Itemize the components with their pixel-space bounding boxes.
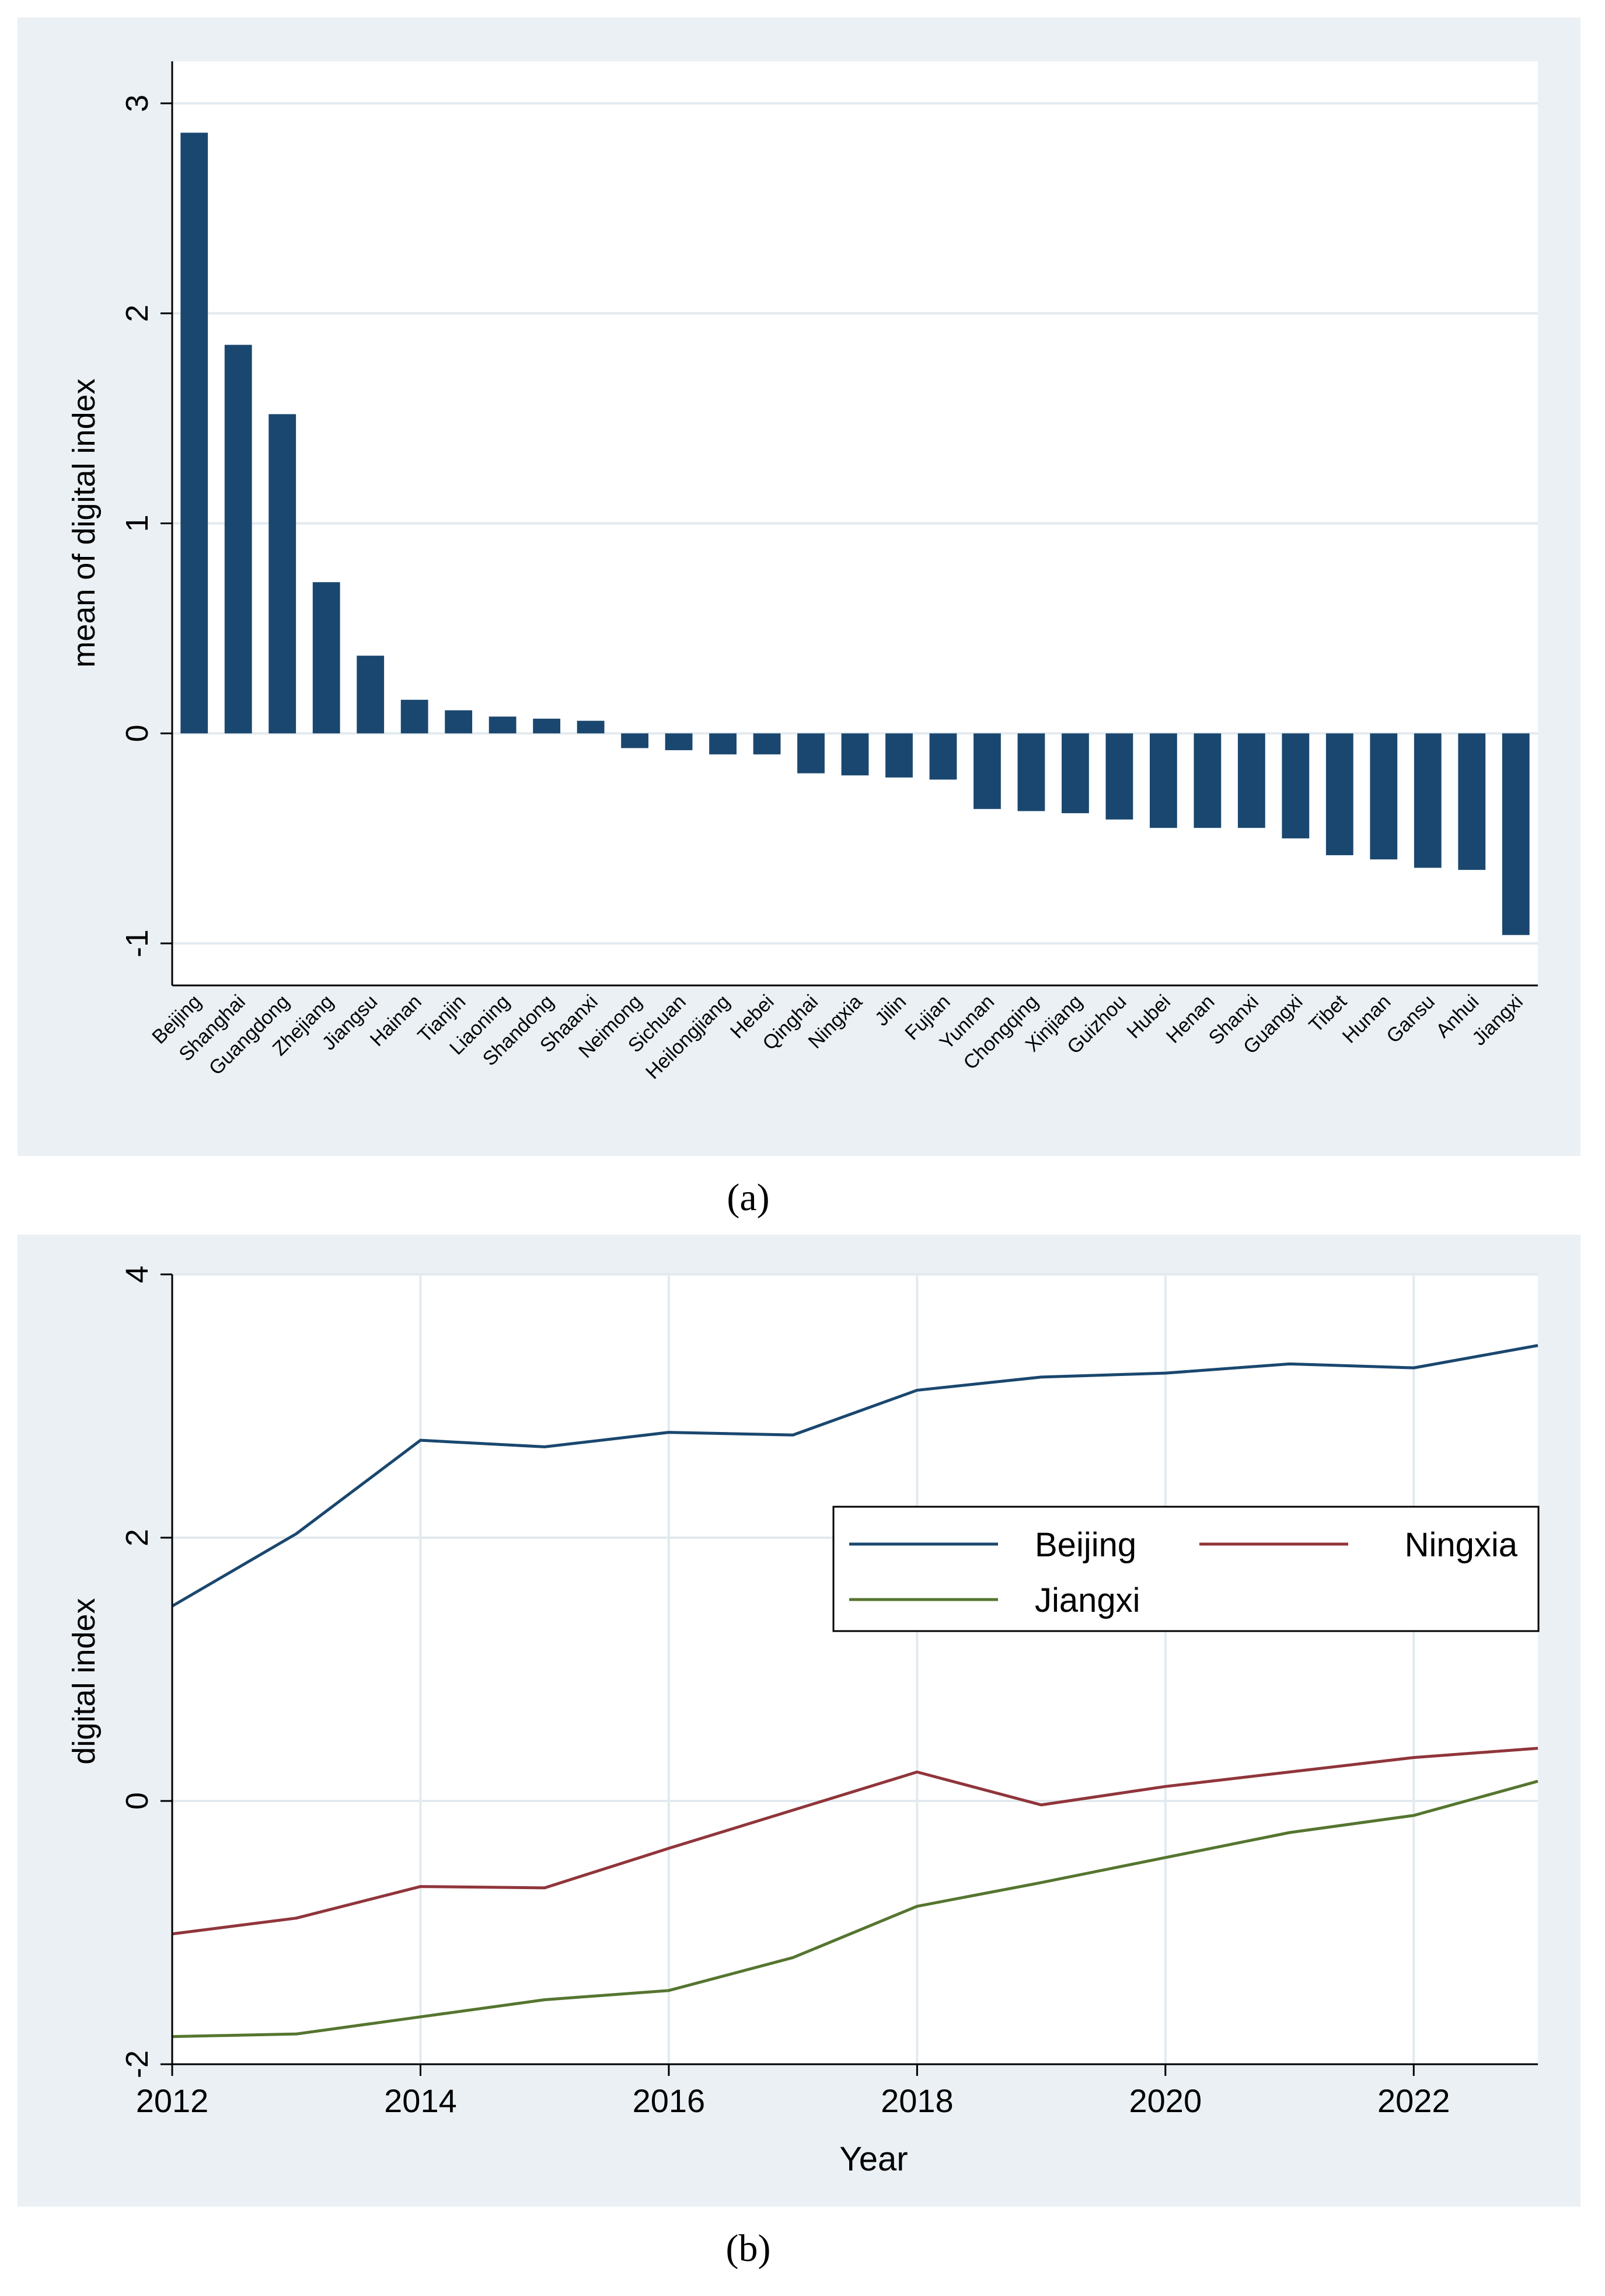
bar-tianjin bbox=[445, 710, 473, 734]
bar-jilin bbox=[885, 733, 913, 778]
bar-chart-gridlines bbox=[172, 102, 1538, 945]
x-tick-label-2022: 2022 bbox=[1377, 2082, 1450, 2119]
bar-chart-y-ticks: -1 0 1 2 3 bbox=[120, 95, 172, 957]
bar-fujian bbox=[929, 733, 957, 780]
line-chart-y-axis-title: digital index bbox=[67, 1598, 102, 1764]
bar-xinjiang bbox=[1062, 733, 1089, 813]
line-chart-panel: -2 0 2 4 2012 2014 2016 2018 2020 2022 digital i… bbox=[18, 1235, 1580, 2270]
line-chart-series bbox=[171, 1344, 1538, 2039]
x-tick-label-2018: 2018 bbox=[881, 2082, 954, 2119]
x-tick-label-2020: 2020 bbox=[1129, 2082, 1202, 2119]
bar-guangxi bbox=[1282, 733, 1310, 839]
bar-hubei bbox=[1149, 733, 1177, 828]
legend-box bbox=[832, 1506, 1540, 1632]
bar-hainan bbox=[400, 699, 428, 734]
bar-guizhou bbox=[1105, 733, 1133, 820]
x-tick-label-2012: 2012 bbox=[136, 2082, 209, 2119]
x-tick-label-2016: 2016 bbox=[633, 2082, 706, 2119]
legend-label-jiangxi: Jiangxi bbox=[1035, 1581, 1140, 1619]
bar-shaanxi bbox=[577, 720, 605, 734]
bar-beijing bbox=[180, 133, 208, 734]
y-tick-label--2: -2 bbox=[120, 2050, 155, 2078]
bar-neimong bbox=[621, 733, 648, 748]
x-tick-label-2014: 2014 bbox=[384, 2082, 457, 2119]
series-line-beijing bbox=[171, 1344, 1538, 1608]
bar-zhejiang bbox=[312, 582, 340, 734]
series-line-jiangxi bbox=[172, 1779, 1538, 2039]
bar-liaoning bbox=[489, 716, 517, 734]
bar-chongqing bbox=[1017, 733, 1045, 811]
bar-shanxi bbox=[1237, 733, 1265, 828]
bar-tibet bbox=[1325, 733, 1353, 855]
legend-label-ningxia: Ningxia bbox=[1405, 1526, 1518, 1564]
y-tick-label-0: 0 bbox=[120, 1792, 155, 1810]
bar-chart-caption: (a) bbox=[727, 1176, 769, 1219]
y-tick-label-2: 2 bbox=[120, 1529, 155, 1546]
bar-anhui bbox=[1458, 733, 1486, 870]
line-chart-x-axis-title: Year bbox=[839, 2140, 908, 2178]
bar-guangdong bbox=[268, 414, 296, 734]
bar-ningxia bbox=[841, 733, 869, 776]
bar-hunan bbox=[1370, 733, 1398, 860]
line-chart-legend: Beijing Ningxia Jiangxi bbox=[832, 1506, 1540, 1632]
bar-jiangsu bbox=[357, 656, 385, 734]
bar-chart-y-axis-title: mean of digital index bbox=[67, 378, 102, 667]
line-chart-x-ticks: 2012 2014 2016 2018 2020 2022 bbox=[136, 2064, 1450, 2119]
bar-chart-bars bbox=[180, 133, 1530, 935]
bar-jiangxi bbox=[1502, 733, 1530, 935]
y-tick-label-1: 1 bbox=[120, 514, 155, 532]
bar-heilongjiang bbox=[709, 733, 737, 755]
legend-label-beijing: Beijing bbox=[1035, 1526, 1136, 1564]
bar-yunnan bbox=[974, 733, 1001, 809]
y-tick-label-2: 2 bbox=[120, 305, 155, 322]
bar-gansu bbox=[1414, 733, 1442, 868]
y-tick-label--1: -1 bbox=[120, 929, 155, 957]
line-chart-y-ticks: -2 0 2 4 bbox=[120, 1266, 172, 2078]
line-chart-plot-area bbox=[172, 1274, 1538, 2064]
bar-qinghai bbox=[797, 733, 825, 774]
y-tick-label-3: 3 bbox=[120, 95, 155, 112]
series-line-ningxia bbox=[172, 1747, 1538, 1936]
bar-sichuan bbox=[665, 733, 693, 751]
line-chart-caption: (b) bbox=[726, 2227, 771, 2270]
bar-shanghai bbox=[224, 344, 252, 734]
bar-henan bbox=[1194, 733, 1222, 828]
y-tick-label-0: 0 bbox=[120, 724, 155, 742]
bar-shandong bbox=[533, 719, 561, 734]
bar-hebei bbox=[753, 733, 781, 755]
y-tick-label-4: 4 bbox=[120, 1266, 155, 1283]
